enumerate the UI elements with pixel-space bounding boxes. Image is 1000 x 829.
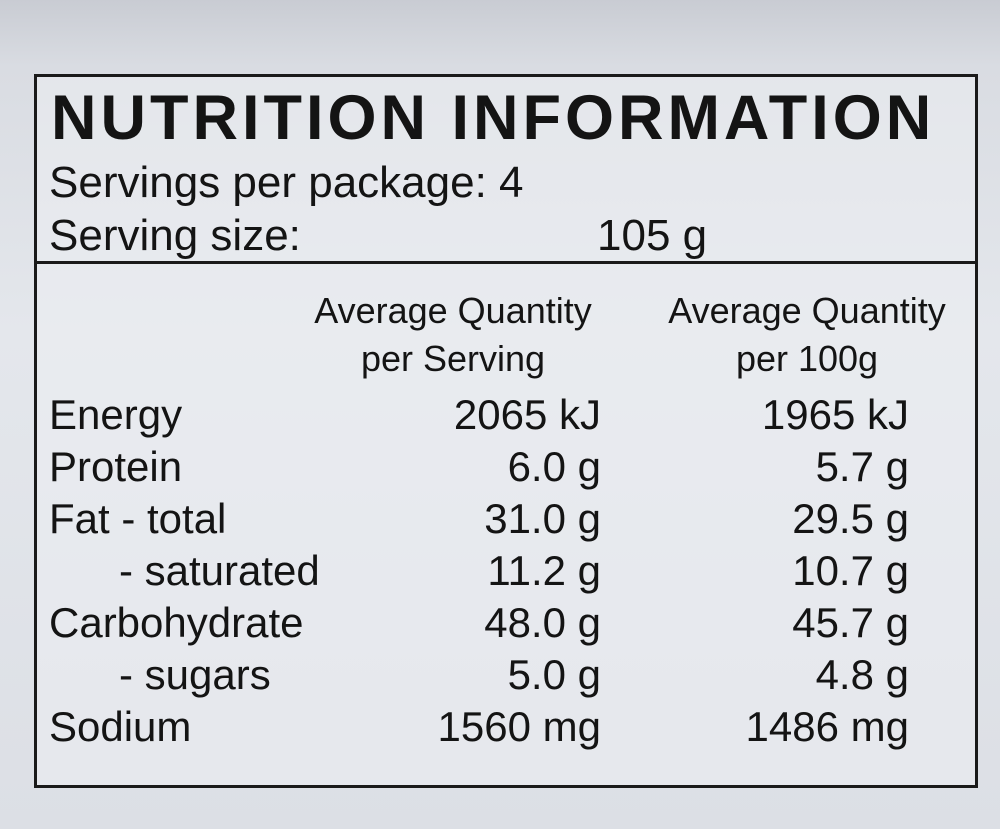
nutrient-name: Energy [49, 391, 183, 438]
column-header-line: Average Quantity [668, 290, 946, 331]
nutrient-name: Sodium [49, 703, 192, 750]
value-per-100g: 1486 mg [745, 703, 909, 750]
serving-size: Serving size: 105 g [49, 211, 707, 260]
value-per-100g: 29.5 g [792, 495, 909, 542]
value-per-serving: 2065 kJ [453, 391, 601, 438]
value-per-serving: 11.2 g [487, 547, 601, 594]
nutrient-name: - sugars [119, 651, 271, 698]
column-header-line: Average Quantity [314, 290, 592, 331]
column-header-line: per Serving [360, 338, 546, 379]
serving-size-value: 105 g [597, 211, 708, 260]
nutrient-name: Fat - total [49, 495, 227, 542]
value-per-serving: 1560 mg [437, 703, 601, 750]
value-per-serving: 31.0 g [484, 495, 601, 542]
value-per-100g: 4.8 g [815, 651, 909, 698]
value-per-100g: 5.7 g [815, 443, 909, 490]
nutrient-name: - saturated [119, 547, 320, 594]
nutrition-panel: NUTRITION INFORMATION Servings per packa… [34, 74, 978, 788]
table-row: Sodium 1560 mg 1486 mg [37, 701, 975, 753]
table-row: - sugars 5.0 g 4.8 g [37, 649, 975, 701]
value-per-serving: 48.0 g [484, 599, 601, 646]
value-per-100g: 1965 kJ [761, 391, 909, 438]
column-header-per-serving: Average Quantity per Serving [283, 287, 623, 383]
panel-title: NUTRITION INFORMATION [51, 83, 936, 153]
value-per-100g: 10.7 g [792, 547, 909, 594]
section-divider [37, 261, 975, 264]
column-header-per-100g: Average Quantity per 100g [637, 287, 977, 383]
table-row: Carbohydrate 48.0 g 45.7 g [37, 597, 975, 649]
table-row: - saturated 11.2 g 10.7 g [37, 545, 975, 597]
nutrient-table: Energy 2065 kJ 1965 kJ Protein 6.0 g 5.7 g Fat… [37, 389, 975, 753]
table-row: Fat - total 31.0 g 29.5 g [37, 493, 975, 545]
nutrient-name: Protein [49, 443, 183, 490]
value-per-serving: 6.0 g [507, 443, 601, 490]
column-header-line: per 100g [735, 338, 879, 379]
value-per-serving: 5.0 g [507, 651, 601, 698]
serving-size-label: Serving size: [49, 211, 301, 260]
table-row: Energy 2065 kJ 1965 kJ [37, 389, 975, 441]
servings-per-package: Servings per package: 4 [49, 158, 524, 207]
value-per-100g: 45.7 g [792, 599, 909, 646]
table-row: Protein 6.0 g 5.7 g [37, 441, 975, 493]
nutrient-name: Carbohydrate [49, 599, 304, 646]
